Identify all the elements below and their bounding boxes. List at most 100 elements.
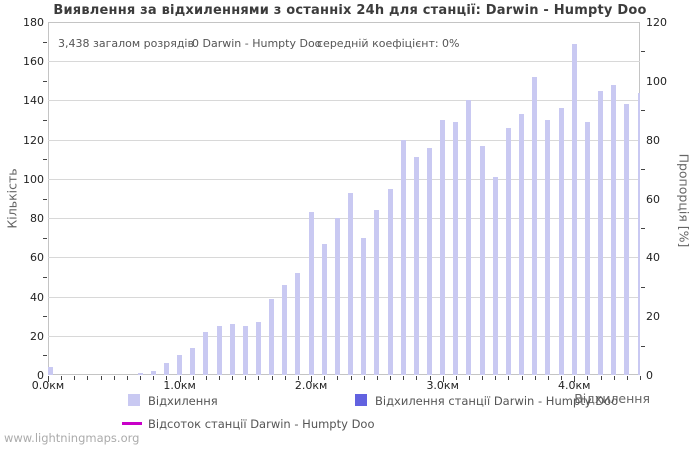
x-axis-label: Відхилення [574,391,650,406]
y-axis-minor-tick [43,80,47,82]
y-axis-right-tick-label: 120 [646,16,667,29]
plot-area [48,22,640,375]
legend-label: Відсоток станції Darwin - Humpty Doo [148,417,375,431]
x-axis-tick [350,376,352,380]
gridline [48,296,640,298]
gridline [48,257,640,259]
x-axis-tick-label: 3.0км [426,379,459,392]
x-axis-tick [482,376,484,380]
y-axis-right-tick-label: 60 [646,192,660,206]
bar [413,157,419,375]
y-axis-minor-tick [43,41,47,43]
bar [229,324,235,375]
gridline [48,139,640,141]
x-axis-tick [626,376,628,380]
avg-ratio-text: середній коефіцієнт: 0% [317,37,460,50]
bar [203,331,209,375]
bar [427,147,432,375]
y-axis-tick-label: 0 [37,369,44,382]
bar [637,92,640,375]
gridline [48,100,640,102]
y-axis-tick-label: 40 [30,290,44,304]
x-axis-tick [468,376,470,380]
bar [150,371,156,375]
x-axis-tick [587,376,589,380]
y-axis-right-minor-tick [641,227,645,229]
bar [269,298,275,375]
x-axis-tick [561,376,563,380]
y-axis-tick-label: 120 [23,133,44,147]
bar [598,90,604,375]
x-axis-tick-label: 2.0км [294,379,328,392]
deviation-swatch-icon [128,394,140,406]
x-axis-tick [271,376,273,380]
x-axis-tick [429,376,431,380]
x-axis-tick [205,376,207,380]
legend-label: Відхилення станції Darwin - Humpty Doo [375,394,619,408]
y-axis-tick-label: 180 [23,16,44,29]
x-axis-tick [166,376,168,380]
bar [348,192,354,375]
y-axis-minor-tick [43,159,47,161]
x-axis-tick [547,376,549,380]
bar [505,127,511,375]
x-axis-tick [442,376,444,382]
bar [453,122,459,375]
bar [163,363,169,375]
station-deviation-swatch-icon [355,394,367,406]
percent-line-icon [122,422,142,425]
x-axis-tick [613,376,615,380]
x-axis-tick [87,376,89,380]
x-axis-tick [61,376,63,380]
y-axis-minor-tick [43,120,47,122]
bar [190,347,196,375]
gridline [48,178,640,180]
x-axis-tick [311,376,313,382]
y-axis-right-tick-label: 100 [646,74,667,88]
total-strikes-text: 3,438 загалом розрядів [58,37,194,50]
x-axis-tick [100,376,102,380]
bar [611,84,617,375]
x-axis-tick [455,376,457,380]
y-axis-right-minor-tick [641,345,645,347]
x-axis-tick [153,376,155,380]
bar [584,122,590,375]
bar [177,355,183,375]
y-axis-right-tick-label: 40 [646,251,660,265]
y-axis-tick-label: 140 [23,94,44,108]
y-axis-minor-tick [43,316,47,318]
bar [48,367,53,375]
y-axis-right-minor-tick [641,51,645,53]
y-axis-label-right: Пропорція [%] [676,153,692,248]
x-axis-tick [416,376,418,380]
y-axis-tick-label: 160 [23,55,44,69]
y-axis-right-minor-tick [641,286,645,288]
y-axis-tick-label: 20 [30,329,44,343]
x-axis-tick [508,376,510,380]
y-axis-right-tick-label: 80 [646,133,660,147]
bar [545,120,551,375]
bar [295,273,301,375]
x-axis-tick [140,376,142,380]
x-axis-tick [574,376,576,382]
bar [519,114,525,375]
y-axis-label-left: Кількість [4,168,20,229]
gridline [48,218,640,220]
y-axis-right-tick-label: 20 [646,310,660,324]
bar [466,100,472,375]
x-axis-tick [324,376,326,380]
bar [571,43,577,375]
y-axis-right-minor-tick [641,169,645,171]
x-axis-tick-label: 0.0км [31,379,65,392]
x-axis-tick-label: 1.0км [163,379,196,392]
bar [308,212,314,375]
x-axis-tick [337,376,339,380]
bar [374,210,380,375]
x-axis-tick [284,376,286,380]
bar [624,104,630,375]
x-axis-tick [179,376,181,382]
x-axis-tick [363,376,365,380]
legend-label: Відхилення [148,394,218,408]
x-axis-tick [126,376,128,380]
